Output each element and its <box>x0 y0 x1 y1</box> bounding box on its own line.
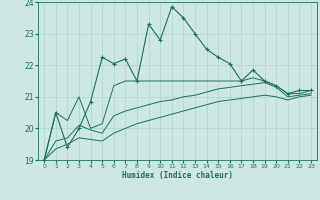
X-axis label: Humidex (Indice chaleur): Humidex (Indice chaleur) <box>122 171 233 180</box>
